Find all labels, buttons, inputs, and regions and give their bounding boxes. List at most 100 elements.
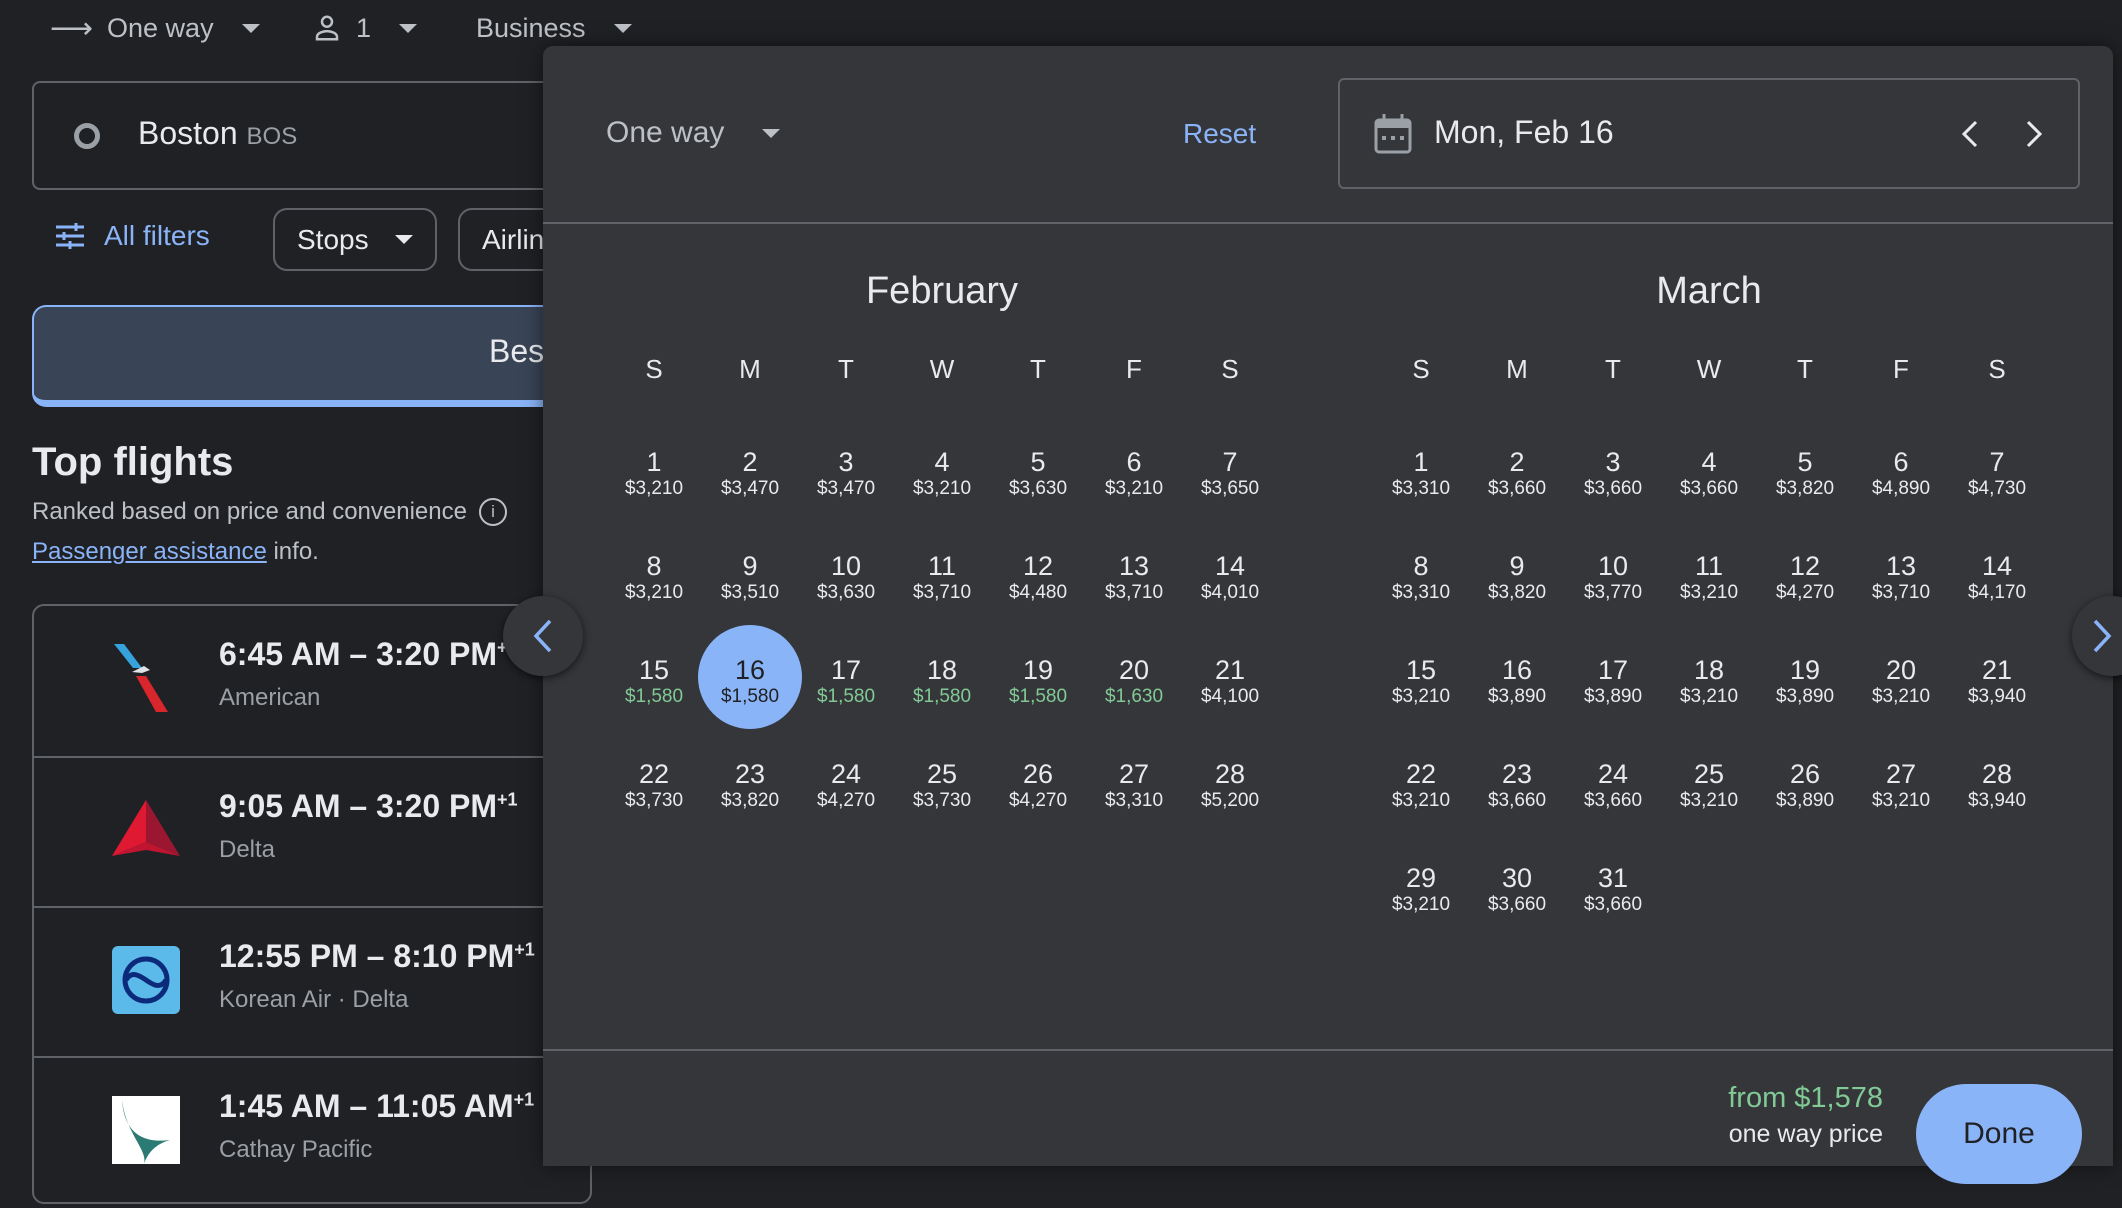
calendar-day[interactable]: 28 $5,200 bbox=[1182, 733, 1278, 829]
calendar-day[interactable]: 12 $4,480 bbox=[990, 525, 1086, 621]
calendar-day[interactable]: 19 $3,890 bbox=[1757, 629, 1853, 725]
day-number: 4 bbox=[1701, 447, 1717, 477]
departure-date-field[interactable]: Mon, Feb 16 bbox=[1338, 78, 2080, 189]
calendar-day[interactable]: 29 $3,210 bbox=[1373, 837, 1469, 933]
origin-input[interactable]: Boston BOS bbox=[32, 81, 592, 190]
calendar-day[interactable]: 21 $3,940 bbox=[1949, 629, 2045, 725]
calendar-day[interactable]: 20 $3,210 bbox=[1853, 629, 1949, 725]
passengers-select[interactable]: 1 bbox=[312, 8, 418, 48]
calendar-day[interactable]: 20 $1,630 bbox=[1086, 629, 1182, 725]
calendar-day[interactable]: 17 $3,890 bbox=[1565, 629, 1661, 725]
calendar-day[interactable]: 22 $3,210 bbox=[1373, 733, 1469, 829]
calendar-day[interactable]: 3 $3,470 bbox=[798, 421, 894, 517]
stops-filter-chip[interactable]: Stops bbox=[273, 208, 437, 271]
reset-button[interactable]: Reset bbox=[1183, 118, 1257, 149]
calendar-day[interactable]: 12 $4,270 bbox=[1757, 525, 1853, 621]
day-number: 17 bbox=[1597, 655, 1629, 685]
day-number: 29 bbox=[1405, 863, 1437, 893]
calendar-day[interactable]: 30 $3,660 bbox=[1469, 837, 1565, 933]
calendar-day[interactable]: 26 $3,890 bbox=[1757, 733, 1853, 829]
calendar-day[interactable]: 9 $3,820 bbox=[1469, 525, 1565, 621]
calendar-day[interactable]: 7 $3,650 bbox=[1182, 421, 1278, 517]
calendar-day[interactable]: 10 $3,630 bbox=[798, 525, 894, 621]
day-number: 7 bbox=[1989, 447, 2005, 477]
day-number: 8 bbox=[646, 551, 662, 581]
calendar-day[interactable]: 11 $3,710 bbox=[894, 525, 990, 621]
calendar-day[interactable]: 5 $3,630 bbox=[990, 421, 1086, 517]
cabin-select[interactable]: Business bbox=[476, 8, 632, 48]
previous-month-button[interactable] bbox=[503, 596, 583, 676]
calendar-day[interactable]: 2 $3,470 bbox=[702, 421, 798, 517]
weekday-header: S bbox=[1988, 354, 2006, 384]
day-price: $3,310 bbox=[1104, 790, 1164, 811]
day-number: 19 bbox=[1022, 655, 1054, 685]
calendar-day-selected[interactable]: 16 $1,580 bbox=[698, 625, 802, 729]
calendar-day[interactable]: 11 $3,210 bbox=[1661, 525, 1757, 621]
day-number: 9 bbox=[742, 551, 758, 581]
day-number: 15 bbox=[1405, 655, 1437, 685]
calendar-day[interactable]: 7 $4,730 bbox=[1949, 421, 2045, 517]
calendar-day[interactable]: 15 $1,580 bbox=[606, 629, 702, 725]
calendar-day[interactable]: 5 $3,820 bbox=[1757, 421, 1853, 517]
calendar-day[interactable]: 15 $3,210 bbox=[1373, 629, 1469, 725]
calendar-day[interactable]: 22 $3,730 bbox=[606, 733, 702, 829]
weekday-header: T bbox=[1797, 354, 1813, 384]
calendar-day[interactable]: 16 $3,890 bbox=[1469, 629, 1565, 725]
calendar-day[interactable]: 19 $1,580 bbox=[990, 629, 1086, 725]
info-icon[interactable]: i bbox=[478, 498, 507, 526]
calendar-day[interactable]: 25 $3,730 bbox=[894, 733, 990, 829]
calendar-day[interactable]: 14 $4,010 bbox=[1182, 525, 1278, 621]
calendar-day[interactable]: 27 $3,210 bbox=[1853, 733, 1949, 829]
calendar-day[interactable]: 24 $4,270 bbox=[798, 733, 894, 829]
flight-row[interactable]: 1:45 AM – 11:05 AM+1 Cathay Pacific bbox=[34, 1056, 590, 1208]
calendar-day[interactable]: 6 $4,890 bbox=[1853, 421, 1949, 517]
passenger-assistance-link[interactable]: Passenger assistance bbox=[32, 538, 267, 565]
day-price: $3,310 bbox=[1391, 582, 1451, 603]
tab-best[interactable]: Best bbox=[32, 305, 592, 407]
calendar-day[interactable]: 27 $3,310 bbox=[1086, 733, 1182, 829]
flight-row[interactable]: 12:55 PM – 8:10 PM+1 Korean Air · Delta bbox=[34, 906, 590, 1058]
calendar-icon bbox=[1374, 114, 1412, 154]
flight-row[interactable]: 9:05 AM – 3:20 PM+1 Delta bbox=[34, 756, 590, 908]
day-number: 12 bbox=[1022, 551, 1054, 581]
calendar-day[interactable]: 17 $1,580 bbox=[798, 629, 894, 725]
calendar-day[interactable]: 3 $3,660 bbox=[1565, 421, 1661, 517]
done-button[interactable]: Done bbox=[1916, 1084, 2082, 1184]
calendar-day[interactable]: 1 $3,210 bbox=[606, 421, 702, 517]
weekday-header: F bbox=[1126, 354, 1142, 384]
calendar-day[interactable]: 13 $3,710 bbox=[1086, 525, 1182, 621]
calendar-day[interactable]: 26 $4,270 bbox=[990, 733, 1086, 829]
calendar-day[interactable]: 4 $3,210 bbox=[894, 421, 990, 517]
all-filters-button[interactable]: All filters bbox=[56, 220, 210, 252]
day-price: $4,270 bbox=[1008, 790, 1068, 811]
calendar-day[interactable]: 14 $4,170 bbox=[1949, 525, 2045, 621]
trip-type-select[interactable]: ⟶ One way bbox=[50, 8, 260, 48]
calendar-day[interactable]: 2 $3,660 bbox=[1469, 421, 1565, 517]
calendar-day[interactable]: 28 $3,940 bbox=[1949, 733, 2045, 829]
calendar-day[interactable]: 18 $3,210 bbox=[1661, 629, 1757, 725]
calendar-day[interactable]: 23 $3,820 bbox=[702, 733, 798, 829]
calendar-day[interactable]: 8 $3,210 bbox=[606, 525, 702, 621]
dialog-trip-type-select[interactable]: One way bbox=[606, 116, 781, 150]
calendar-day[interactable]: 18 $1,580 bbox=[894, 629, 990, 725]
calendar-day[interactable]: 25 $3,210 bbox=[1661, 733, 1757, 829]
calendar-day[interactable]: 24 $3,660 bbox=[1565, 733, 1661, 829]
day-price: $3,730 bbox=[912, 790, 972, 811]
calendar-day[interactable]: 6 $3,210 bbox=[1086, 421, 1182, 517]
calendar-day[interactable]: 13 $3,710 bbox=[1853, 525, 1949, 621]
calendar-day[interactable]: 23 $3,660 bbox=[1469, 733, 1565, 829]
day-number: 21 bbox=[1981, 655, 2013, 685]
caret-down-icon bbox=[394, 235, 413, 244]
day-number: 31 bbox=[1597, 863, 1629, 893]
calendar-day[interactable]: 1 $3,310 bbox=[1373, 421, 1469, 517]
previous-date-icon[interactable] bbox=[1960, 120, 1980, 148]
calendar-day[interactable]: 21 $4,100 bbox=[1182, 629, 1278, 725]
calendar-day[interactable]: 31 $3,660 bbox=[1565, 837, 1661, 933]
calendar-day[interactable]: 9 $3,510 bbox=[702, 525, 798, 621]
calendar-day[interactable]: 10 $3,770 bbox=[1565, 525, 1661, 621]
person-icon bbox=[315, 15, 339, 41]
calendar-day[interactable]: 4 $3,660 bbox=[1661, 421, 1757, 517]
next-date-icon[interactable] bbox=[2024, 120, 2044, 148]
calendar-day[interactable]: 8 $3,310 bbox=[1373, 525, 1469, 621]
day-price: $4,480 bbox=[1008, 582, 1068, 603]
